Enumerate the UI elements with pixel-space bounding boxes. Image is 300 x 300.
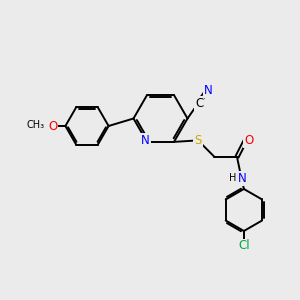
Text: S: S bbox=[194, 134, 202, 147]
Text: O: O bbox=[244, 134, 253, 147]
Text: H: H bbox=[229, 173, 236, 183]
Text: N: N bbox=[238, 172, 247, 185]
Text: O: O bbox=[48, 119, 57, 133]
Text: C: C bbox=[195, 97, 203, 110]
Text: CH₃: CH₃ bbox=[26, 120, 44, 130]
Text: Cl: Cl bbox=[238, 239, 250, 253]
Text: N: N bbox=[204, 84, 213, 97]
Text: N: N bbox=[141, 134, 150, 147]
